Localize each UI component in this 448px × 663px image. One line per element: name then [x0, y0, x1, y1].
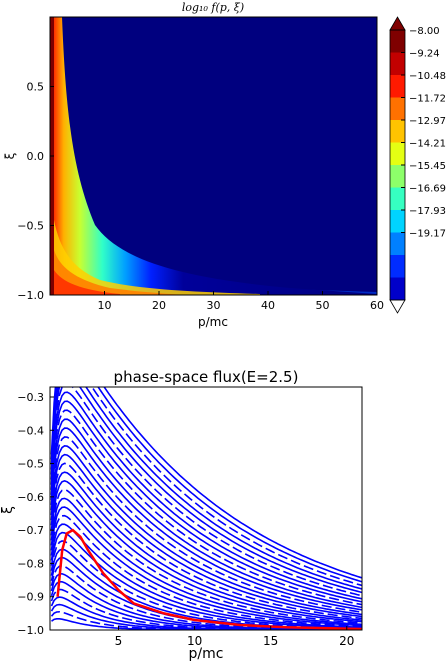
colorbar-tick-label: −8.00 — [409, 26, 440, 37]
colorbar-segment — [390, 277, 405, 301]
flux-x-label: p/mc — [189, 646, 224, 662]
flux-separatrix-layer — [56, 528, 362, 630]
streamline — [50, 497, 362, 626]
streamline — [50, 531, 362, 629]
flux-y-tick-label: −0.5 — [17, 458, 44, 471]
colorbar-segment — [390, 187, 405, 211]
heatmap-contour-main — [54, 17, 377, 295]
colorbar: −8.00 −9.24 −10.48 −11.72 −12.97 −14.21 −15.45… — [389, 16, 446, 314]
streamline — [50, 387, 362, 594]
colorbar-segment — [390, 232, 405, 256]
flux-y-ticks: −1.0 −0.9 −0.8 −0.7 −0.6 −0.5 −0.4 −0.3 — [17, 391, 54, 637]
heatmap-x-tick-label: 40 — [261, 299, 275, 312]
streamline — [50, 453, 362, 618]
colorbar-tick-label: −10.48 — [409, 71, 446, 82]
colorbar-tick-label: −14.21 — [409, 139, 446, 150]
heatmap-y-tick-label: −0.5 — [17, 220, 44, 233]
separatrix-line — [56, 528, 362, 630]
streamline — [50, 462, 362, 620]
streamline — [50, 387, 362, 583]
flux-title: phase-space flux(E=2.5) — [114, 368, 299, 386]
colorbar-segment — [390, 75, 405, 98]
heatmap-x-ticks: 10 20 30 40 50 60 — [98, 291, 384, 312]
heatmap-y-tick-label: −1.0 — [17, 289, 44, 302]
flux-x-tick-label: 20 — [339, 634, 354, 648]
flux-y-tick-label: −0.3 — [17, 391, 44, 404]
streamline — [50, 387, 362, 590]
streamline — [50, 514, 362, 628]
colorbar-segment — [390, 255, 405, 278]
heatmap-y-tick-label: 0.0 — [27, 150, 45, 163]
heatmap-x-tick-label: 50 — [316, 299, 330, 312]
heatmap-y-tick-label: 0.5 — [27, 81, 45, 94]
streamline — [50, 400, 362, 603]
colorbar-segment — [390, 52, 405, 76]
colorbar-tick-label: −17.93 — [409, 206, 446, 217]
streamline — [50, 409, 362, 606]
colorbar-tick-label: −12.97 — [409, 116, 446, 127]
heatmap-title: log₁₀ f(p, ξ) — [182, 1, 244, 14]
streamline — [50, 391, 362, 600]
flux-y-tick-label: −0.4 — [17, 424, 44, 437]
heatmap-contour-hot — [54, 250, 190, 295]
streamline — [50, 387, 362, 587]
colorbar-segment — [390, 210, 405, 233]
heatmap-x-tick-label: 60 — [370, 299, 384, 312]
streamline — [50, 444, 362, 616]
colorbar-segment — [390, 30, 405, 53]
heatmap-plot-area — [50, 17, 377, 295]
flux-y-tick-label: −0.7 — [17, 524, 44, 537]
colorbar-extend-bottom — [389, 299, 406, 314]
streamline — [50, 387, 362, 597]
colorbar-tick-label: −9.24 — [409, 49, 440, 60]
streamline — [50, 427, 362, 611]
streamline — [50, 387, 362, 579]
flux-y-tick-label: −0.9 — [17, 591, 44, 604]
heatmap-x-label: p/mc — [198, 315, 228, 329]
colorbar-tick-label: −11.72 — [409, 94, 446, 105]
heatmap-y-ticks: −1.0 −0.5 0.0 0.5 — [17, 81, 54, 302]
colorbar-segment — [390, 97, 405, 121]
colorbar-tick-label: −16.69 — [409, 184, 446, 195]
heatmap-y-label: ξ — [3, 153, 17, 160]
flux-x-tick-label: 15 — [263, 634, 278, 648]
streamline — [50, 480, 362, 623]
heatmap-x-tick-label: 10 — [98, 299, 112, 312]
streamline — [50, 436, 362, 614]
flux-frame — [49, 386, 363, 631]
colorbar-segment — [390, 142, 405, 166]
streamline — [50, 471, 362, 621]
flux-chart: phase-space flux(E=2.5) 5 10 15 20 −1.0 −0.9… — [0, 368, 363, 662]
colorbar-segment — [390, 165, 405, 188]
heatmap-x-tick-label: 20 — [152, 299, 166, 312]
colorbar-tick-label: −15.45 — [409, 161, 446, 172]
streamline — [50, 418, 362, 609]
colorbar-tick-label: −19.17 — [409, 229, 446, 240]
flux-y-tick-label: −0.8 — [17, 557, 44, 570]
streamline — [50, 506, 362, 627]
heatmap-contour-hottest — [54, 270, 120, 295]
flux-y-label: ξ — [0, 506, 16, 514]
flux-background — [50, 387, 362, 630]
colorbar-segment — [390, 120, 405, 143]
colorbar-extend-top — [389, 16, 406, 31]
heatmap-chart: log₁₀ f(p, ξ) 10 20 30 40 50 60 −1.0 −0.5 0.0 0.… — [3, 1, 446, 329]
heatmap-x-tick-label: 30 — [207, 299, 221, 312]
streamline — [50, 488, 362, 624]
flux-x-tick-label: 5 — [115, 634, 123, 648]
streamline — [50, 523, 362, 629]
flux-x-tick-label: 10 — [187, 634, 202, 648]
flux-y-tick-label: −1.0 — [17, 624, 44, 637]
flux-y-tick-label: −0.6 — [17, 491, 44, 504]
flux-x-ticks: 5 10 15 20 — [115, 626, 354, 648]
